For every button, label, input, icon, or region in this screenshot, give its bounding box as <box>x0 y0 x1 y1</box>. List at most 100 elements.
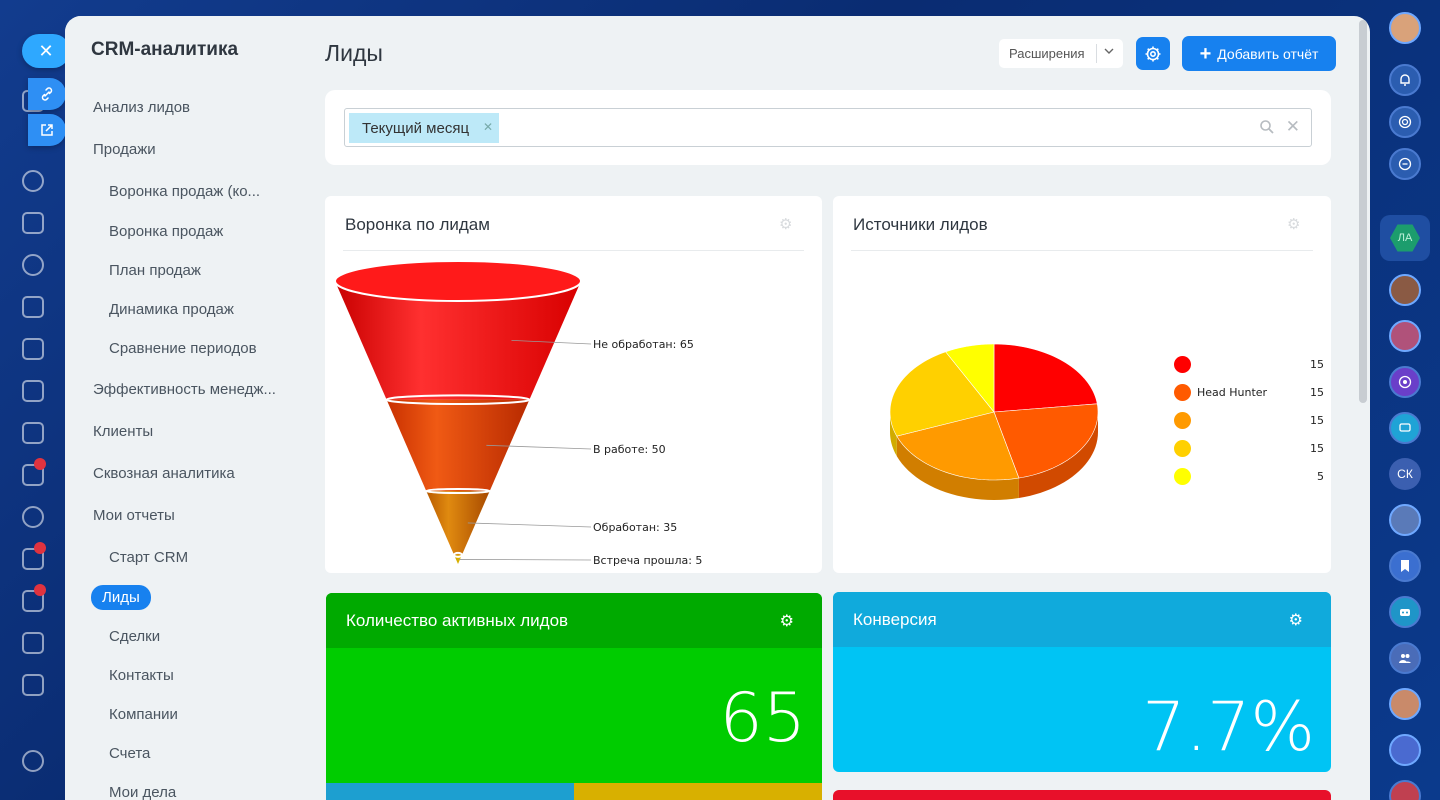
sidebar-item-contacts[interactable]: Контакты <box>109 667 174 684</box>
legend-item: 15 <box>1174 439 1324 459</box>
group-icon[interactable] <box>1389 642 1421 674</box>
gear-icon[interactable]: ⚙ <box>1287 216 1301 233</box>
sidebar-item-sales-funnel[interactable]: Воронка продаж <box>109 223 224 240</box>
add-report-button[interactable]: + Добавить отчёт <box>1182 36 1336 71</box>
robot-icon[interactable] <box>1389 596 1421 628</box>
widget-title: Источники лидов <box>853 215 988 234</box>
sidebar-item-clients[interactable]: Клиенты <box>93 422 154 440</box>
sidebar-item-invoices[interactable]: Счета <box>109 745 151 762</box>
widget-title: Воронка по лидам <box>345 215 490 234</box>
remove-tag-icon[interactable]: ✕ <box>482 120 494 134</box>
search-icon[interactable] <box>1259 119 1275 140</box>
sidebar-item-companies[interactable]: Компании <box>109 706 178 723</box>
user-avatar[interactable] <box>1389 734 1421 766</box>
user-avatar[interactable] <box>1389 504 1421 536</box>
gear-icon[interactable]: ⚙ <box>779 613 794 630</box>
sidebar-item-deals[interactable]: Сделки <box>109 628 161 645</box>
target-icon[interactable] <box>1389 106 1421 138</box>
pie-slice[interactable] <box>889 351 995 437</box>
close-slider-button[interactable]: ✕ <box>22 34 70 68</box>
funnel-connector <box>459 559 592 561</box>
open-new-window-button[interactable] <box>28 114 66 146</box>
sidebar-item-sales-dynamics[interactable]: Динамика продаж <box>109 301 234 318</box>
filter-panel: Текущий месяц ✕ ✕ <box>325 90 1331 165</box>
settings-icon[interactable] <box>22 750 44 772</box>
legend-item: 15 <box>1174 355 1324 375</box>
lead-analytics-item[interactable]: ЛА <box>1389 222 1421 254</box>
settings-button[interactable] <box>1136 37 1170 70</box>
sidebar-item-lead-analysis[interactable]: Анализ лидов <box>93 98 191 116</box>
funnel-separator <box>425 487 491 494</box>
sidebar-item-period-comparison[interactable]: Сравнение периодов <box>109 340 257 357</box>
sidebar-item-my-tasks[interactable]: Мои дела <box>109 784 177 800</box>
mail-icon[interactable] <box>22 464 44 486</box>
list-icon[interactable] <box>22 632 44 654</box>
tasks-icon[interactable] <box>22 548 44 570</box>
legend-item: Head Hunter 15 <box>1174 383 1324 403</box>
sidebar-item-leads[interactable]: Лиды <box>65 578 295 617</box>
sidebar-item-manager-efficiency[interactable]: Эффективность менедж... <box>93 380 276 398</box>
funnel-separator <box>453 551 463 558</box>
pie-slice[interactable] <box>993 403 1099 479</box>
gear-icon[interactable]: ⚙ <box>1288 612 1303 629</box>
funnel-widget: Воронка по лидам ⚙ <box>325 196 822 573</box>
funnel-label: Встреча прошла: 5 <box>593 554 703 567</box>
hexagon-icon[interactable] <box>22 254 44 276</box>
user-avatar[interactable] <box>1389 12 1421 44</box>
card-icon[interactable] <box>22 422 44 444</box>
main-content: Лиды Расширения + Добавить отчёт Текущий… <box>325 16 1336 800</box>
user-avatar[interactable] <box>1389 688 1421 720</box>
video-icon[interactable] <box>1389 780 1421 800</box>
calendar-icon[interactable] <box>22 296 44 318</box>
sidebar-item-my-reports[interactable]: Мои отчеты <box>93 506 175 524</box>
legend-swatch <box>1174 384 1191 401</box>
scrollbar[interactable] <box>1359 20 1367 403</box>
contacts-icon[interactable] <box>22 506 44 528</box>
filter-tag[interactable]: Текущий месяц ✕ <box>349 113 500 143</box>
user-avatar[interactable] <box>1389 274 1421 306</box>
lead-sources-widget: Источники лидов ⚙ 15 Head Hunter 15 15 <box>833 196 1331 573</box>
pie-slice[interactable] <box>993 343 1098 413</box>
sidebar-item-start-crm[interactable]: Старт CRM <box>109 548 189 566</box>
sidebar-item-sales-plan[interactable]: План продаж <box>109 262 201 279</box>
conversion-widget: Конверсия ⚙ 7.7% <box>833 592 1331 772</box>
sidebar-item-sales-funnel-co[interactable]: Воронка продаж (ко... <box>109 182 261 200</box>
sidebar-item-sales[interactable]: Продажи <box>93 140 156 158</box>
chat-sync-icon[interactable] <box>1389 148 1421 180</box>
chat-icon[interactable] <box>1389 412 1421 444</box>
sidebar-item-end-to-end-analytics[interactable]: Сквозная аналитика <box>93 464 235 482</box>
bell-icon[interactable] <box>1389 64 1421 96</box>
funnel-segment[interactable] <box>426 490 490 555</box>
widget-title: Количество активных лидов <box>346 611 569 630</box>
gear-icon[interactable]: ⚙ <box>779 216 793 233</box>
file-icon[interactable] <box>22 338 44 360</box>
user-initials-avatar[interactable]: СК <box>1389 458 1421 490</box>
chat-icon[interactable] <box>22 170 44 192</box>
widget-header: Количество активных лидов ⚙ <box>326 593 822 648</box>
widget-strip <box>574 783 822 800</box>
board-icon[interactable] <box>22 380 44 402</box>
kpi-value: 7.7% <box>1142 688 1315 767</box>
filter-search-input[interactable]: Текущий месяц ✕ ✕ <box>344 108 1312 147</box>
pie-slice[interactable] <box>896 411 1020 481</box>
next-widget-edge <box>833 790 1331 800</box>
target-icon[interactable] <box>1389 366 1421 398</box>
extensions-dropdown[interactable]: Расширения <box>999 39 1123 68</box>
funnel-segment[interactable] <box>335 281 581 400</box>
document-icon[interactable] <box>22 212 44 234</box>
left-app-rail <box>0 0 66 800</box>
notification-badge <box>34 458 46 470</box>
bookmark-icon[interactable] <box>1389 550 1421 582</box>
funnel-connector <box>467 522 592 528</box>
filter-icon[interactable] <box>22 590 44 612</box>
storage-icon[interactable] <box>22 674 44 696</box>
copy-link-button[interactable] <box>28 78 66 110</box>
clear-filter-icon[interactable]: ✕ <box>1285 117 1300 136</box>
funnel-segment[interactable] <box>386 399 530 491</box>
user-avatar[interactable] <box>1389 320 1421 352</box>
page-title: Лиды <box>325 40 383 66</box>
kpi-value: 65 <box>719 679 806 758</box>
funnel-connector <box>486 444 592 450</box>
pie-slice[interactable] <box>945 343 995 413</box>
external-link-icon <box>41 124 53 136</box>
